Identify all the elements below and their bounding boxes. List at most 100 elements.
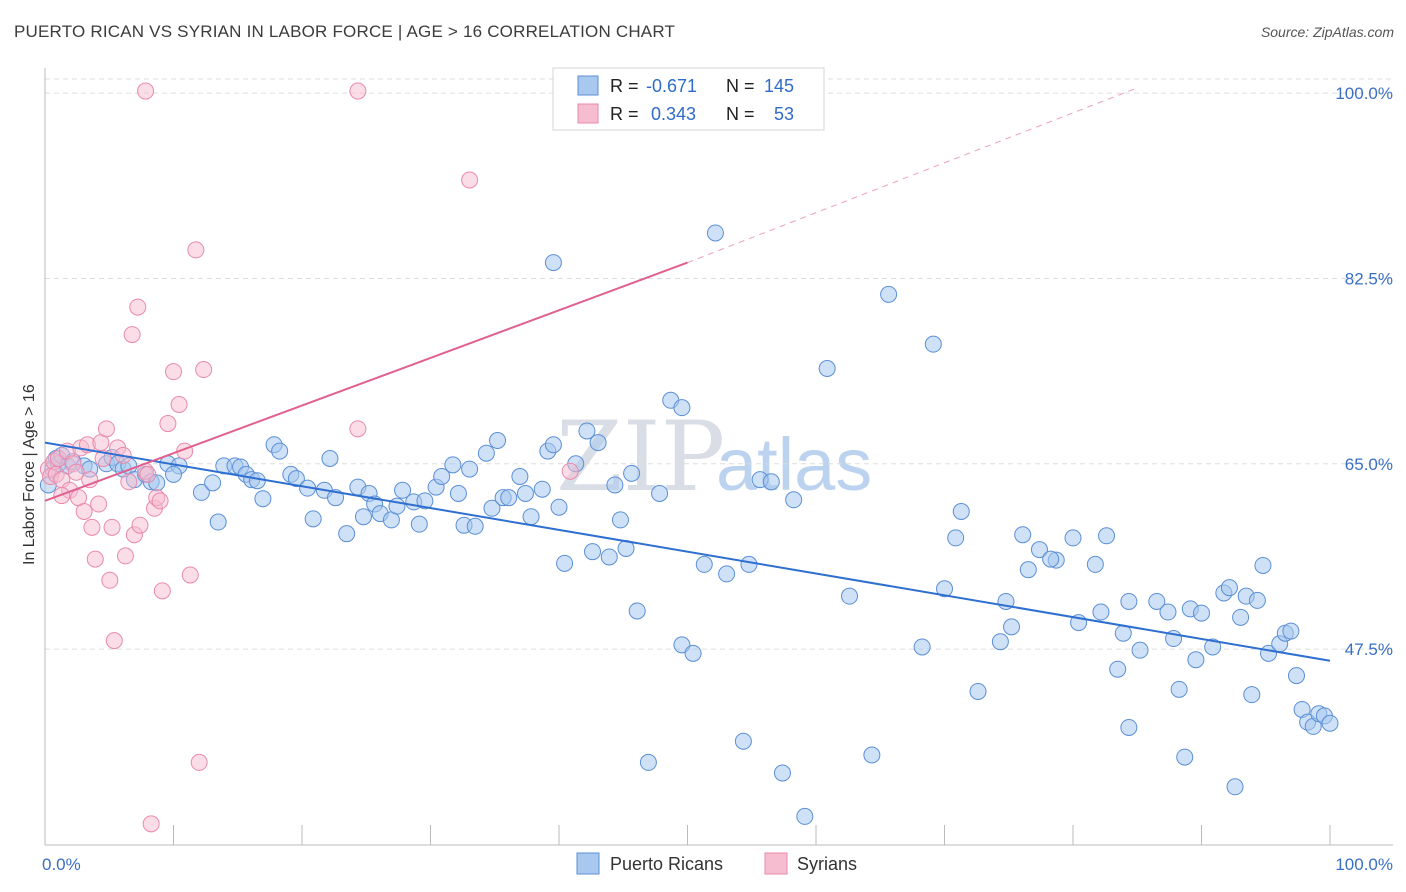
puerto-rican-point-40 — [338, 525, 356, 543]
puerto-rican-point-150 — [1042, 550, 1060, 568]
puerto-rican-point-30 — [254, 490, 272, 508]
puerto-rican-point-78 — [611, 511, 629, 529]
puerto-rican-point-108 — [969, 682, 987, 700]
puerto-rican-point-58 — [466, 517, 484, 535]
grid-lines — [45, 78, 1393, 650]
puerto-rican-point-112 — [1030, 541, 1048, 559]
puerto-rican-point-100 — [841, 587, 859, 605]
puerto-rican-point-120 — [1148, 592, 1166, 610]
correlation-legend: R = -0.671 N = 145 R = 0.343 N = 53 — [552, 67, 825, 131]
puerto-rican-point-153 — [1092, 603, 1110, 621]
legend-r-label-2: R = — [610, 104, 639, 124]
puerto-rican-point-82 — [639, 753, 657, 771]
puerto-rican-point-66 — [522, 508, 540, 526]
puerto-rican-point-126 — [1193, 604, 1210, 622]
syrian-point-44 — [187, 241, 205, 259]
puerto-rican-point-34 — [287, 470, 305, 488]
puerto-rican-point-114 — [1064, 529, 1082, 547]
puerto-rican-point-71 — [556, 554, 574, 572]
syrian-point-28 — [123, 326, 141, 344]
puerto-rican-point-50 — [410, 515, 428, 533]
puerto-rican-point-92 — [734, 732, 752, 750]
syrian-point-19 — [94, 450, 112, 467]
puerto-rican-point-147 — [1187, 651, 1205, 669]
puerto-rican-point-83 — [651, 484, 669, 502]
syrian-point-34 — [142, 815, 160, 833]
puerto-rican-point-57 — [461, 460, 479, 478]
puerto-rican-point-32 — [271, 442, 289, 460]
puerto-rican-point-103 — [913, 638, 931, 656]
puerto-rican-point-53 — [433, 468, 451, 486]
puerto-rican-point-148 — [1120, 592, 1138, 610]
bottom-legend-label-puerto-ricans: Puerto Ricans — [610, 854, 723, 874]
puerto-rican-point-107 — [952, 502, 970, 520]
puerto-rican-point-65 — [516, 484, 534, 502]
legend-swatch-pink — [577, 103, 599, 124]
puerto-rican-point-95 — [762, 473, 780, 491]
puerto-rican-point-48 — [394, 481, 412, 499]
puerto-rican-point-98 — [796, 807, 814, 825]
puerto-rican-point-61 — [489, 431, 507, 449]
syrian-point-48 — [349, 82, 367, 100]
puerto-rican-point-38 — [321, 450, 339, 467]
series-puerto-ricans-points — [39, 224, 1339, 825]
puerto-rican-point-23 — [209, 513, 227, 531]
puerto-rican-point-91 — [718, 565, 736, 583]
syrian-point-50 — [349, 420, 367, 438]
bottom-legend-label-syrians: Syrians — [797, 854, 857, 874]
syrian-point-15 — [83, 518, 101, 536]
y-tick-label-2: 82.5% — [1345, 269, 1393, 288]
syrian-point-40 — [165, 363, 182, 381]
trend-line-puerto-ricans — [44, 441, 1331, 662]
syrian-point-9 — [67, 463, 85, 481]
legend-n-value-2: 53 — [774, 104, 794, 124]
syrian-point-30 — [129, 298, 147, 316]
trend-line-syrians-extension — [687, 87, 1138, 264]
puerto-rican-point-93 — [740, 555, 758, 573]
puerto-rican-point-74 — [584, 543, 602, 561]
puerto-rican-point-115 — [1086, 555, 1104, 573]
y-tick-label-3: 100.0% — [1335, 84, 1393, 103]
syrian-point-46 — [195, 361, 213, 379]
puerto-rican-point-39 — [327, 489, 345, 507]
y-tick-label-0: 47.5% — [1345, 640, 1393, 659]
trend-lines — [44, 87, 1331, 662]
syrian-point-41 — [170, 395, 188, 413]
syrian-point-33 — [139, 465, 157, 483]
syrian-point-21 — [101, 571, 119, 589]
puerto-rican-point-67 — [533, 480, 551, 498]
puerto-rican-point-81 — [628, 602, 646, 620]
legend-n-label-1: N = — [726, 76, 755, 96]
series-syrians-points — [39, 82, 579, 833]
syrian-point-23 — [105, 632, 123, 650]
syrian-point-22 — [103, 518, 121, 536]
y-tick-label-1: 65.0% — [1345, 455, 1393, 474]
syrian-point-26 — [116, 547, 134, 565]
puerto-rican-point-123 — [1170, 680, 1188, 698]
syrian-point-27 — [120, 473, 138, 491]
puerto-rican-point-54 — [444, 456, 462, 474]
puerto-rican-point-118 — [1120, 718, 1138, 736]
puerto-rican-point-146 — [1321, 714, 1339, 732]
puerto-rican-point-135 — [1254, 556, 1272, 574]
syrian-point-39 — [159, 415, 177, 433]
puerto-rican-point-105 — [936, 580, 953, 598]
legend-r-label-1: R = — [610, 76, 639, 96]
syrian-point-20 — [97, 420, 115, 438]
syrian-point-37 — [151, 492, 169, 510]
puerto-rican-point-63 — [500, 489, 518, 507]
x-tick-label-0: 0.0% — [42, 855, 81, 874]
syrian-point-45 — [190, 753, 208, 771]
puerto-rican-point-140 — [1287, 667, 1305, 685]
puerto-rican-point-84 — [544, 254, 562, 272]
puerto-rican-point-21 — [192, 483, 210, 501]
puerto-rican-point-124 — [1176, 748, 1194, 766]
x-tick-label-1: 100.0% — [1335, 855, 1393, 874]
y-axis-label: In Labor Force | Age > 16 — [21, 384, 38, 565]
legend-n-label-2: N = — [726, 104, 755, 124]
puerto-rican-point-60 — [483, 499, 501, 517]
puerto-rican-point-104 — [924, 335, 942, 353]
puerto-rican-point-70 — [550, 498, 568, 516]
puerto-rican-point-110 — [1003, 618, 1021, 636]
